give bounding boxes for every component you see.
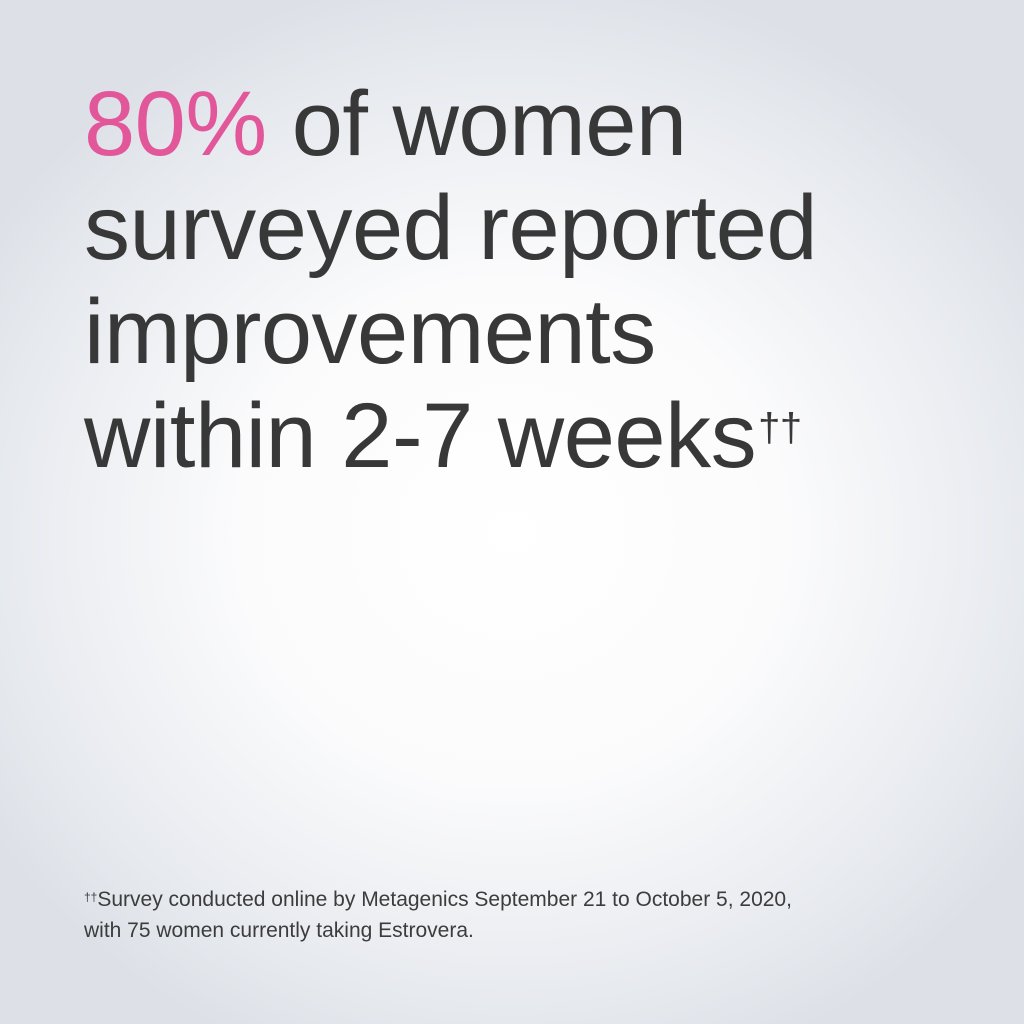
- headline-line-4: within 2-7 weeks††: [84, 384, 817, 488]
- headline-line-1: 80% of women: [84, 72, 817, 176]
- footnote-line-2: with 75 women currently taking Estrovera…: [84, 919, 474, 942]
- footnote: ††Survey conducted online by Metagenics …: [84, 884, 792, 946]
- footnote-line-1: Survey conducted online by Metagenics Se…: [97, 888, 792, 911]
- footnote-reference-mark: ††: [758, 406, 802, 450]
- footnote-mark: ††: [84, 890, 98, 904]
- headline-percentage: 80%: [84, 73, 267, 175]
- headline-line-4-text: within 2-7 weeks: [84, 385, 757, 487]
- headline-line-2: surveyed reported: [84, 177, 818, 279]
- headline-line-1-text: of women: [266, 73, 687, 175]
- headline-line-3: improvements: [84, 281, 656, 383]
- headline: 80% of women surveyed reported improveme…: [84, 72, 818, 488]
